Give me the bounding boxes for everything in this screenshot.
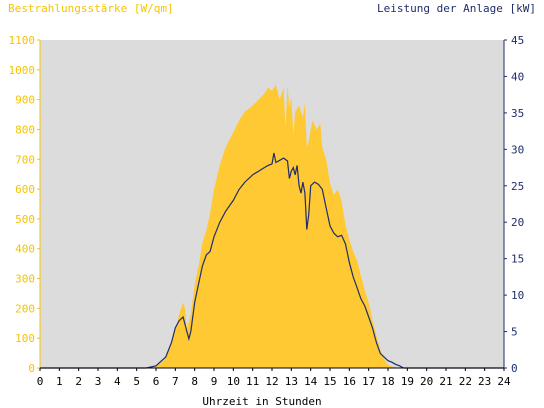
right-tick-label: 20 [511,216,524,229]
ticks-layer: 0100200300400500600700800900100011000510… [9,34,525,388]
x-tick-label: 23 [478,375,491,388]
left-tick-label: 100 [15,332,35,345]
x-tick-label: 16 [343,375,356,388]
x-tick-label: 19 [401,375,414,388]
x-tick-label: 12 [265,375,278,388]
x-tick-label: 5 [133,375,140,388]
left-tick-label: 500 [15,213,35,226]
right-tick-label: 35 [511,107,524,120]
x-tick-label: 20 [420,375,433,388]
left-tick-label: 1000 [9,64,36,77]
left-tick-label: 0 [28,362,35,375]
x-tick-label: 24 [497,375,511,388]
x-tick-label: 0 [37,375,44,388]
left-tick-label: 700 [15,153,35,166]
x-tick-label: 18 [381,375,394,388]
x-tick-label: 21 [439,375,452,388]
power-line [40,152,504,369]
x-tick-label: 15 [323,375,336,388]
x-tick-label: 13 [285,375,298,388]
x-axis-title: Uhrzeit in Stunden [202,395,321,408]
right-tick-label: 15 [511,253,524,266]
x-tick-label: 22 [459,375,472,388]
x-tick-label: 8 [191,375,198,388]
left-tick-label: 600 [15,183,35,196]
right-tick-label: 30 [511,143,524,156]
x-tick-label: 2 [75,375,82,388]
series-layer [40,84,504,369]
right-tick-label: 40 [511,70,524,83]
left-axis-title: Bestrahlungsstärke [W/qm] [8,2,174,15]
x-tick-label: 4 [114,375,121,388]
x-tick-label: 17 [362,375,375,388]
right-tick-label: 10 [511,289,524,302]
x-tick-label: 6 [153,375,160,388]
x-tick-label: 10 [227,375,240,388]
right-tick-label: 45 [511,34,524,47]
left-tick-label: 400 [15,243,35,256]
left-tick-label: 900 [15,94,35,107]
x-tick-label: 7 [172,375,179,388]
right-tick-label: 25 [511,180,524,193]
x-tick-label: 1 [56,375,63,388]
x-tick-label: 14 [304,375,318,388]
irradiance-area [40,84,504,368]
left-tick-label: 300 [15,273,35,286]
x-tick-label: 9 [211,375,218,388]
left-tick-label: 200 [15,302,35,315]
right-tick-label: 0 [511,362,518,375]
left-tick-label: 800 [15,123,35,136]
x-tick-label: 3 [95,375,102,388]
right-tick-label: 5 [511,326,518,339]
left-tick-label: 1100 [9,34,36,47]
right-axis-title: Leistung der Anlage [kW] [377,2,536,15]
x-tick-label: 11 [246,375,259,388]
